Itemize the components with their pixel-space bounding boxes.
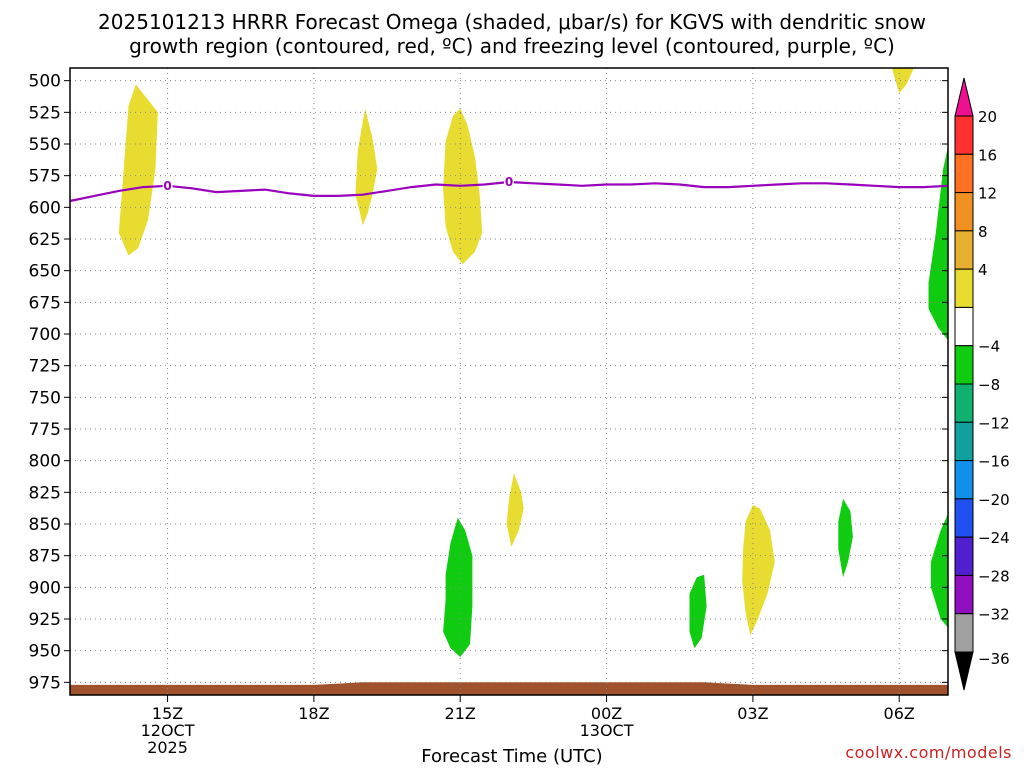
grid-layer: [70, 68, 948, 695]
y-axis: 500 525 550 575 600 625 650 675 700 725 750 775 800 8…: [29, 72, 948, 693]
freezing-level-label-0: 0: [163, 179, 171, 193]
colorbar-box-12: [954, 536, 974, 576]
colorbar-box-13: [954, 574, 974, 615]
y-tick-label-950: 950: [29, 642, 61, 662]
y-tick-label-675: 675: [29, 293, 61, 313]
colorbar-label-13: −28: [978, 567, 1010, 585]
colorbar-label-14: −32: [978, 606, 1010, 624]
y-tick-label-550: 550: [29, 135, 61, 155]
colorbar-box-6: [954, 306, 974, 347]
x-tick-label-15-1: 12OCT: [141, 721, 195, 740]
omega-region-6: [443, 517, 473, 657]
colorbar-label-8: −8: [978, 376, 1000, 394]
colorbar-box-4: [954, 230, 974, 270]
y-tick-label-750: 750: [29, 388, 61, 408]
colorbar-label-11: −20: [978, 491, 1010, 509]
y-tick-label-725: 725: [29, 357, 61, 377]
x-tick-label-27-0: 03Z: [737, 704, 768, 723]
y-tick-label-700: 700: [29, 325, 61, 345]
colorbar-box-5: [954, 268, 974, 308]
colorbar-box-11: [954, 498, 974, 538]
x-tick-label-24-1: 13OCT: [580, 721, 634, 740]
colorbar-label-1: 20: [978, 108, 997, 126]
colorbar-box-1: [954, 115, 974, 155]
colorbar-label-10: −16: [978, 453, 1010, 471]
terrain-layer: [70, 682, 948, 695]
x-tick-label-24-0: 00Z: [591, 704, 622, 723]
colorbar-box-10: [954, 460, 974, 500]
colorbar-box-14: [954, 613, 974, 653]
chart-title-line-2: growth region (contoured, red, ºC) and f…: [129, 34, 895, 58]
y-tick-label-625: 625: [29, 230, 61, 250]
source-credit: coolwx.com/models: [845, 743, 1012, 762]
omega-region-1: [355, 108, 378, 226]
plot-frame: [69, 67, 949, 696]
omega-shading-layer: [118, 68, 948, 657]
colorbar-box-7: [954, 345, 974, 385]
x-tick-label-30-0: 06Z: [884, 704, 915, 723]
y-tick-label-800: 800: [29, 452, 61, 472]
x-tick-label-15-2: 2025: [147, 738, 188, 757]
x-tick-label-21-0: 21Z: [445, 704, 476, 723]
y-tick-label-575: 575: [29, 167, 61, 187]
colorbar-label-7: −4: [978, 338, 1000, 356]
omega-region-8: [838, 498, 853, 578]
y-tick-label-650: 650: [29, 262, 61, 282]
freezing-level-label-1: 0: [505, 175, 513, 189]
omega-region-9: [930, 513, 948, 628]
colorbar-box-9: [954, 421, 974, 462]
colorbar-bottom-triangle: [954, 651, 974, 691]
y-tick-label-600: 600: [29, 198, 61, 218]
y-tick-label-825: 825: [29, 483, 61, 503]
y-tick-label-850: 850: [29, 515, 61, 535]
chart-title-line-1: 2025101213 HRRR Forecast Omega (shaded, …: [98, 10, 926, 34]
y-tick-label-975: 975: [29, 673, 61, 693]
colorbar-label-5: 4: [978, 261, 988, 279]
colorbar-label-3: 12: [978, 185, 997, 203]
freezing-level-label-bg-1: [504, 174, 514, 188]
y-tick-label-900: 900: [29, 578, 61, 598]
y-tick-label-875: 875: [29, 547, 61, 567]
omega-region-7: [689, 574, 707, 649]
colorbar-label-9: −12: [978, 414, 1010, 432]
colorbar-label-15: −36: [978, 650, 1010, 668]
colorbar-label-2: 16: [978, 146, 997, 164]
freezing-level-label-bg-0: [162, 177, 173, 192]
omega-region-0: [118, 84, 158, 256]
omega-region-5: [891, 68, 914, 94]
y-tick-label-525: 525: [29, 103, 61, 123]
colorbar-box-3: [954, 192, 974, 232]
omega-region-3: [506, 473, 524, 547]
x-tick-label-18-0: 18Z: [298, 704, 329, 723]
terrain-surface: [70, 682, 948, 695]
colorbar-box-2: [954, 153, 974, 194]
x-axis-label: Forecast Time (UTC): [421, 746, 603, 767]
colorbar-label-12: −24: [978, 529, 1010, 547]
x-tick-label-15-0: 15Z: [152, 704, 183, 723]
colorbar-box-8: [954, 383, 974, 423]
colorbar-top-triangle: [954, 77, 974, 117]
y-tick-label-925: 925: [29, 610, 61, 630]
y-tick-label-500: 500: [29, 72, 61, 92]
omega-region-10: [928, 146, 948, 341]
colorbar: 20 16 12 8 4 −4 −8 −12 −16 −20 −24 −28 −32 −36: [954, 77, 1010, 691]
y-tick-label-775: 775: [29, 420, 61, 440]
omega-region-4: [742, 505, 775, 636]
colorbar-label-4: 8: [978, 223, 988, 241]
